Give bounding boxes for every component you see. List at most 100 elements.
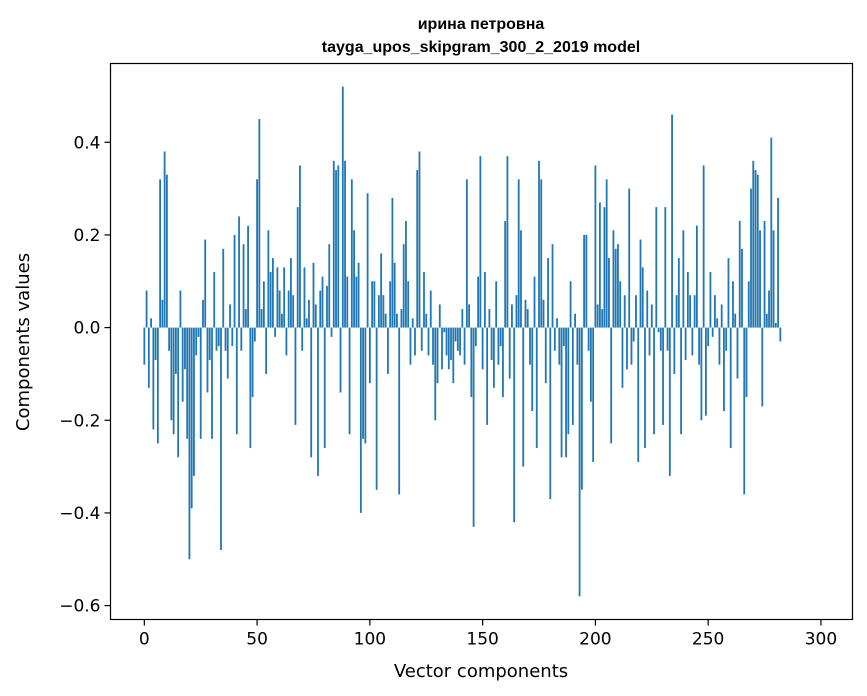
bar [587,327,590,351]
bar [384,313,387,328]
bar [387,327,389,374]
x-tick-label: 100 [354,630,386,650]
bar [756,174,759,328]
bar [515,295,518,328]
bar [533,276,536,328]
bar [522,327,525,467]
bar [396,313,398,328]
bar [565,327,567,458]
bar [427,327,430,356]
bar [262,281,265,328]
bar [698,327,701,365]
bar [452,327,455,384]
bar [335,170,337,328]
bar [511,304,513,328]
bar [339,327,342,393]
plot-frame [109,62,854,621]
bar [682,230,685,328]
bar [666,327,669,351]
bar [535,327,538,449]
bar [623,295,626,328]
bar [323,327,326,449]
bar [425,313,428,328]
bar [353,230,355,328]
bar [445,327,448,356]
bar [610,327,613,444]
bar [292,295,295,328]
bar [380,253,383,328]
bar [659,327,662,351]
bar [184,327,186,370]
bar [626,327,628,370]
bar [538,160,540,328]
bar [371,281,374,328]
bar [657,327,660,333]
bar [436,327,439,384]
bar [398,327,401,495]
bar [479,156,482,328]
bar [454,327,457,342]
bar [547,258,549,328]
bar [251,327,254,398]
bar [763,221,766,328]
bar [664,207,667,328]
bar [326,285,328,328]
bar [490,327,493,361]
y-tick-label: 0.4 [73,133,100,153]
bar [213,272,216,328]
bar [281,313,283,328]
bar [673,327,676,374]
bar [319,290,322,328]
bar [777,197,779,328]
bar [247,225,249,328]
bar [294,327,297,425]
bar [165,174,168,328]
bar [348,327,351,435]
bar [513,327,516,523]
bar [648,327,651,356]
bar [617,244,619,328]
bar [741,248,743,328]
bar [711,327,714,337]
bar [772,230,775,328]
bar [700,327,703,421]
bar [258,119,261,328]
bar [231,327,234,347]
bar [727,258,730,328]
bar [551,244,554,328]
bar [714,295,716,328]
bar [774,322,777,328]
bar [605,179,608,328]
bar [152,327,155,430]
bar [603,207,606,328]
bar [583,234,586,328]
bar [671,114,673,328]
bar [486,327,489,425]
bar [761,327,764,407]
bar [571,327,574,425]
bar [375,327,378,490]
bar [308,299,310,328]
bar [341,86,344,328]
bar [235,327,238,435]
bar [705,327,707,416]
bar [691,327,694,356]
bar [204,239,207,328]
bar [596,304,599,328]
bar [743,327,746,495]
bar [411,318,414,328]
bar [271,258,274,328]
y-tick-label: −0.6 [59,597,100,617]
bar [233,234,236,328]
bar [276,267,279,328]
x-tick-label: 0 [139,630,150,650]
x-axis-label: Vector components [394,661,568,682]
bar [569,281,572,328]
bar [540,179,543,328]
bar [693,295,696,328]
bar [560,327,563,458]
bar [310,327,313,458]
bar [592,327,595,462]
bar [578,327,581,597]
bar [524,299,527,328]
